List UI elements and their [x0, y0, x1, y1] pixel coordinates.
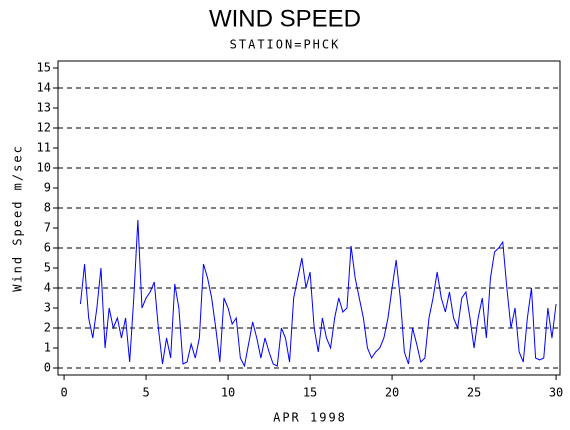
- y-tick-label: 6: [44, 241, 51, 255]
- y-axis-label: Wind Speed m/sec: [11, 144, 25, 292]
- chart-subtitle: STATION=PHCK: [230, 38, 341, 52]
- y-tick-label: 1: [44, 341, 51, 355]
- x-tick-label: 20: [385, 386, 399, 400]
- data-line: [79, 219, 557, 368]
- y-tick-label: 0: [44, 361, 51, 375]
- y-tick-label: 7: [44, 221, 51, 235]
- y-tick-label: 3: [44, 301, 51, 315]
- chart-title: WIND SPEED: [209, 5, 361, 32]
- y-tick-label: 14: [37, 81, 51, 95]
- x-tick-label: 30: [549, 386, 563, 400]
- x-tick-label: 5: [142, 386, 149, 400]
- y-tick-label: 2: [44, 321, 51, 335]
- x-tick-label: 0: [60, 386, 67, 400]
- x-axis-label: APR 1998: [273, 411, 347, 425]
- y-tick-label: 5: [44, 261, 51, 275]
- y-tick-label: 9: [44, 181, 51, 195]
- x-tick-label: 15: [303, 386, 317, 400]
- y-tick-label: 15: [37, 61, 51, 75]
- y-tick-label: 12: [37, 121, 51, 135]
- x-tick-label: 25: [467, 386, 481, 400]
- y-tick-label: 11: [37, 141, 51, 155]
- plot-frame: [57, 60, 561, 376]
- x-tick-label: 10: [221, 386, 235, 400]
- y-tick-label: 13: [37, 101, 51, 115]
- y-tick-label: 10: [37, 161, 51, 175]
- y-tick-label: 8: [44, 201, 51, 215]
- y-tick-label: 4: [44, 281, 51, 295]
